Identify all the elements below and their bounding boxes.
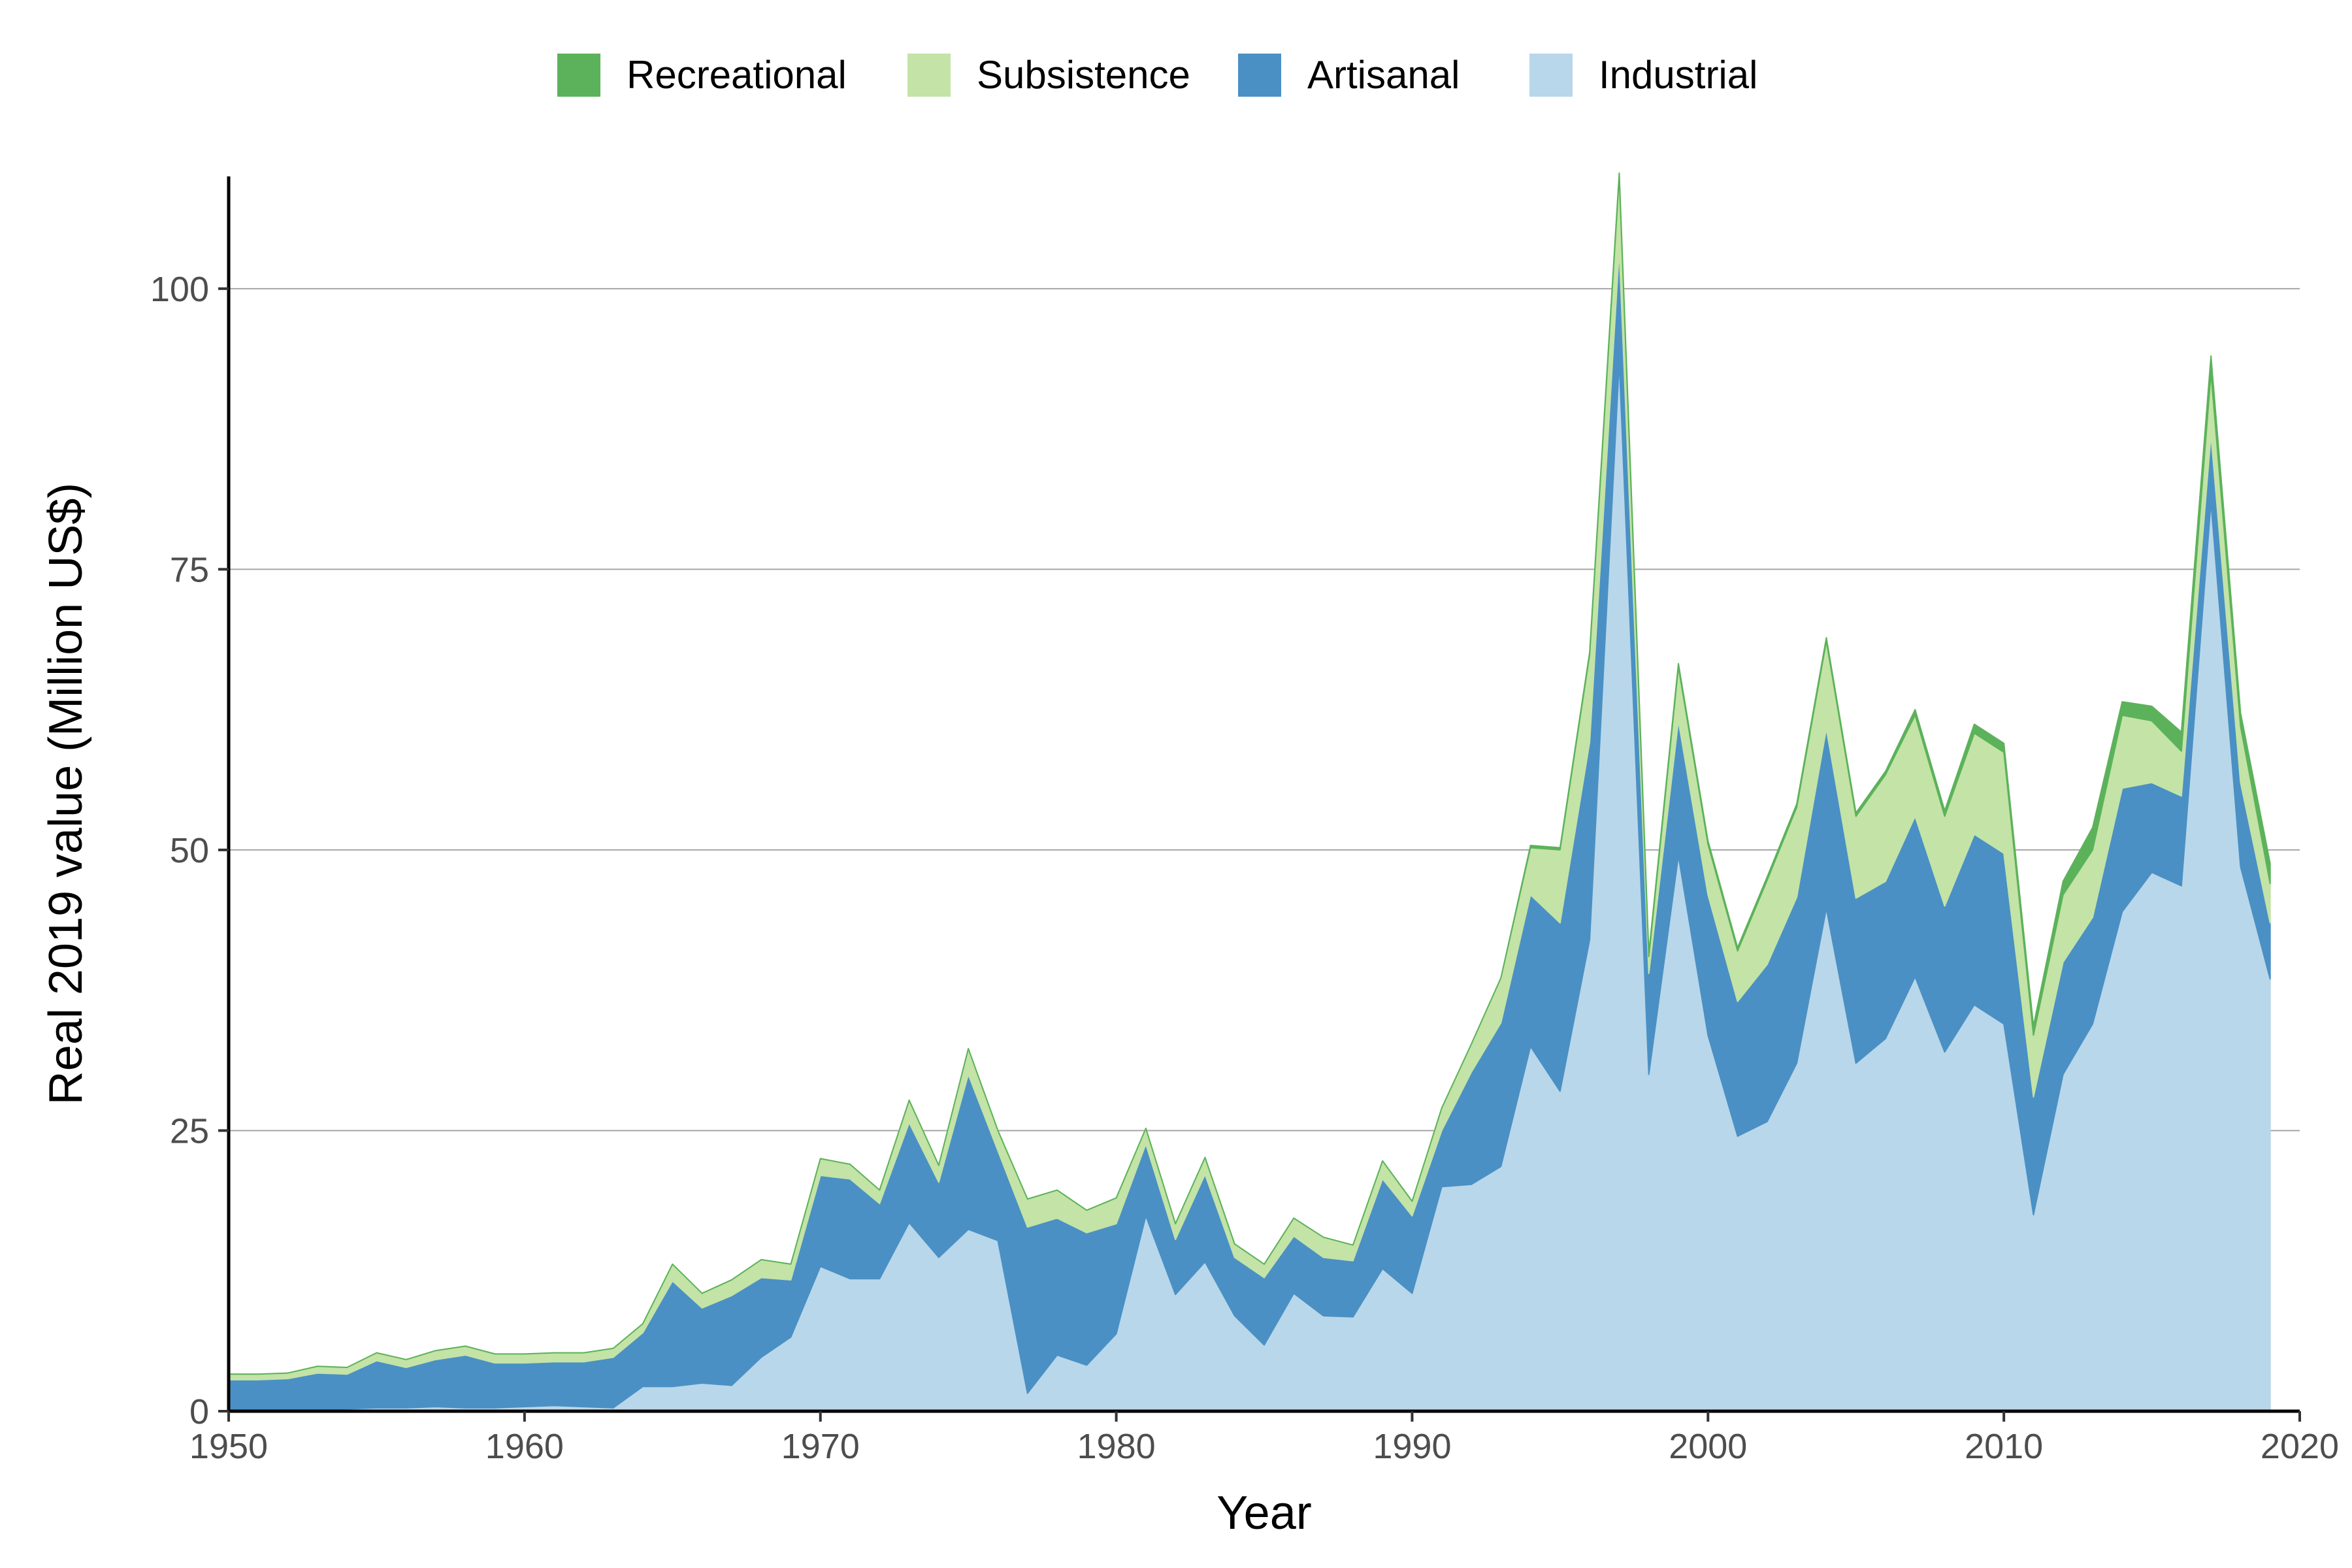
y-tick-label-25: 25 bbox=[170, 1111, 209, 1151]
legend-label-artisanal: Artisanal bbox=[1307, 53, 1460, 97]
x-tick-label-1990: 1990 bbox=[1373, 1427, 1451, 1466]
y-tick-label-75: 75 bbox=[170, 550, 209, 589]
legend-label-subsistence: Subsistence bbox=[977, 53, 1190, 97]
axes: 0 25 50 75 100 1950 1960 1970 1980 1990 2000 2010 20… bbox=[150, 176, 2339, 1466]
x-tick-label-1950: 1950 bbox=[189, 1427, 268, 1466]
x-tick-label-2020: 2020 bbox=[2261, 1427, 2339, 1466]
x-tick-label-1980: 1980 bbox=[1077, 1427, 1156, 1466]
legend-swatch-artisanal bbox=[1238, 54, 1281, 97]
y-tick-label-50: 50 bbox=[170, 831, 209, 870]
legend-label-industrial: Industrial bbox=[1599, 53, 1757, 97]
x-tick-label-2010: 2010 bbox=[1965, 1427, 2043, 1466]
legend: Recreational Subsistence Artisanal Industri… bbox=[557, 53, 1757, 97]
x-tick-label-1970: 1970 bbox=[781, 1427, 860, 1466]
area-recreational bbox=[228, 172, 2271, 1375]
y-tick-label-0: 0 bbox=[189, 1392, 209, 1431]
legend-label-recreational: Recreational bbox=[627, 53, 847, 97]
y-axis-title: Real 2019 value (Million US$) bbox=[40, 483, 92, 1105]
x-tick-label-1960: 1960 bbox=[485, 1427, 564, 1466]
legend-swatch-industrial bbox=[1529, 54, 1573, 97]
x-axis-title: Year bbox=[1217, 1487, 1311, 1539]
y-tick-label-100: 100 bbox=[150, 270, 209, 309]
legend-swatch-recreational bbox=[557, 54, 600, 97]
area-series bbox=[228, 172, 2271, 1412]
legend-swatch-subsistence bbox=[907, 54, 951, 97]
x-tick-label-2000: 2000 bbox=[1669, 1427, 1747, 1466]
